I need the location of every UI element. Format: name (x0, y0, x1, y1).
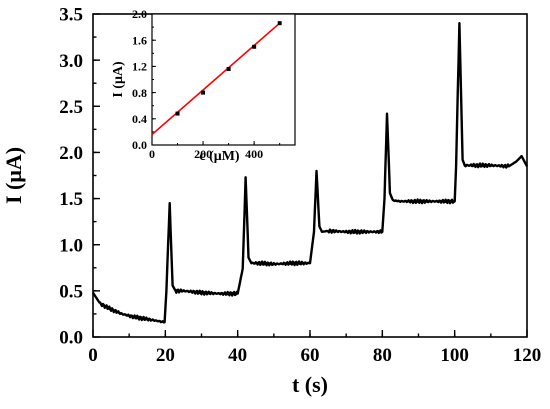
inset-y-tick-label: 0.0 (132, 138, 147, 152)
inset-x-tick-label: 400 (245, 147, 263, 161)
inset-x-tick-label: 0 (149, 147, 155, 161)
main-y-tick-label: 1.0 (59, 235, 83, 256)
inset-point (277, 21, 282, 26)
main-x-axis-title: t (s) (292, 372, 328, 397)
inset-y-tick-label: 0.8 (132, 86, 147, 100)
inset-point (226, 67, 231, 72)
inset-x-tick-label: 200 (194, 147, 212, 161)
inset-background (152, 14, 295, 145)
main-y-tick-label: 0.5 (59, 282, 83, 303)
inset-point (252, 44, 257, 49)
main-y-tick-label: 2.0 (59, 143, 83, 164)
main-x-tick-label: 60 (301, 345, 320, 366)
inset-y-tick-label: 1.6 (132, 33, 147, 47)
inset-point (175, 111, 180, 116)
main-y-tick-label: 3.0 (59, 51, 83, 72)
main-x-tick-label: 0 (88, 345, 98, 366)
inset-point (201, 90, 206, 95)
main-x-tick-label: 20 (156, 345, 175, 366)
main-y-axis-title: I (μA) (1, 147, 26, 204)
main-x-tick-label: 100 (440, 345, 469, 366)
inset-y-tick-label: 1.2 (132, 60, 147, 74)
inset-y-tick-label: 2.0 (132, 7, 147, 21)
main-y-tick-label: 2.5 (59, 97, 83, 118)
main-x-tick-label: 40 (228, 345, 247, 366)
main-plot: 0 20 40 60 80 100 120 0.0 0.5 1.0 1.5 2.0 2.5 3.0 3.5 t… (1, 5, 541, 397)
main-x-tick-label: 120 (513, 345, 542, 366)
inset-x-axis-title: c (μM) (199, 149, 240, 164)
main-x-tick-label: 80 (373, 345, 392, 366)
inset-y-tick-label: 0.4 (132, 112, 147, 126)
inset-plot: 0 200 400 0.0 0.4 0.8 1.2 1.6 2.0 c (μM) I (μA) (111, 7, 296, 164)
main-y-tick-label: 1.5 (59, 189, 83, 210)
main-series-line (91, 22, 529, 324)
main-y-tick-label: 3.5 (59, 5, 83, 26)
inset-fit-line (151, 22, 281, 136)
inset-y-axis-title: I (μA) (111, 61, 126, 98)
main-y-tick-label: 0.0 (59, 328, 83, 349)
